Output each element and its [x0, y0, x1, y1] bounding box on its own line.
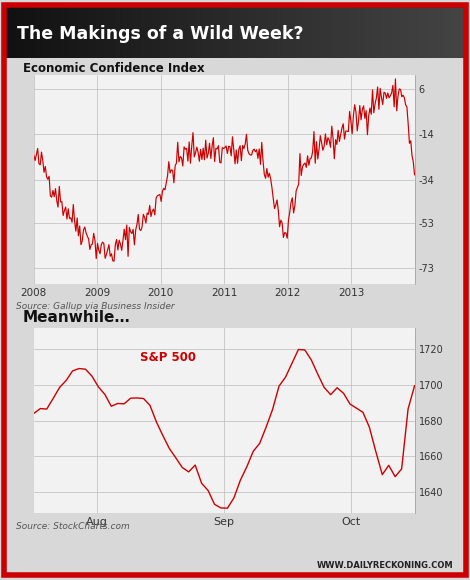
Text: WWW.DAILYRECKONING.COM: WWW.DAILYRECKONING.COM	[317, 560, 454, 570]
Text: Source: Gallup via Business Insider: Source: Gallup via Business Insider	[16, 302, 175, 311]
Text: Meanwhile…: Meanwhile…	[23, 310, 130, 325]
Text: Source: StockCharts.com: Source: StockCharts.com	[16, 522, 130, 531]
Text: Economic Confidence Index: Economic Confidence Index	[23, 62, 204, 75]
Text: The Makings of a Wild Week?: The Makings of a Wild Week?	[17, 24, 304, 42]
Text: S&P 500: S&P 500	[141, 351, 196, 364]
